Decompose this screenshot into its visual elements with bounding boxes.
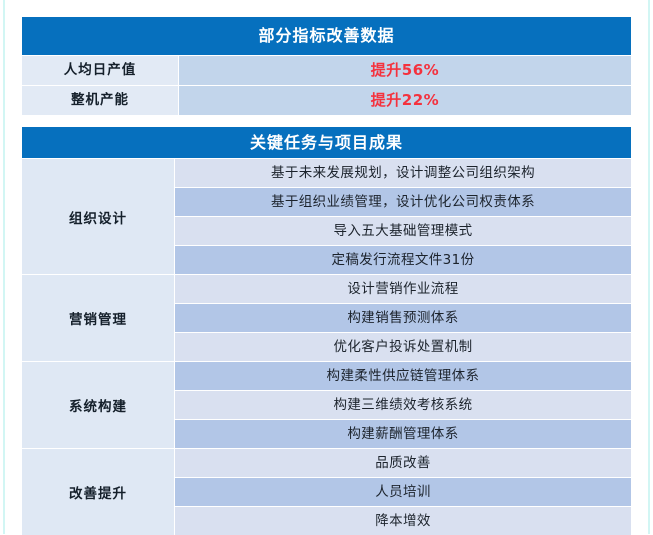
task-cell: 构建薪酬管理体系 xyxy=(175,420,631,448)
metrics-table-title: 部分指标改善数据 xyxy=(22,17,631,55)
task-cell: 构建三维绩效考核系统 xyxy=(175,391,631,419)
metrics-row-label: 整机产能 xyxy=(22,86,178,115)
task-cell: 降本增效 xyxy=(175,507,631,535)
task-group-label: 改善提升 xyxy=(22,449,174,535)
task-group: 系统构建 构建柔性供应链管理体系 构建三维绩效考核系统 构建薪酬管理体系 xyxy=(22,362,631,448)
tasks-table-title: 关键任务与项目成果 xyxy=(22,127,631,158)
task-list: 基于未来发展规划，设计调整公司组织架构 基于组织业绩管理，设计优化公司权责体系 导入… xyxy=(175,159,631,274)
task-cell: 构建销售预测体系 xyxy=(175,304,631,332)
metrics-row-value: 提升56% xyxy=(179,56,631,85)
page-rule-left xyxy=(3,0,5,534)
metrics-row: 人均日产值 提升56% xyxy=(22,56,631,85)
task-cell: 优化客户投诉处置机制 xyxy=(175,333,631,361)
task-group: 改善提升 品质改善 人员培训 降本增效 xyxy=(22,449,631,535)
task-cell: 人员培训 xyxy=(175,478,631,506)
task-list: 设计营销作业流程 构建销售预测体系 优化客户投诉处置机制 xyxy=(175,275,631,361)
task-cell: 定稿发行流程文件31份 xyxy=(175,246,631,274)
page-rule-right xyxy=(648,0,650,534)
metrics-row-value: 提升22% xyxy=(179,86,631,115)
metrics-row: 整机产能 提升22% xyxy=(22,86,631,115)
metrics-row-label: 人均日产值 xyxy=(22,56,178,85)
slide-content: 部分指标改善数据 人均日产值 提升56% 整机产能 提升22% 关键任务与项目成果 组… xyxy=(22,0,631,535)
task-cell: 基于组织业绩管理，设计优化公司权责体系 xyxy=(175,188,631,216)
task-group-label: 营销管理 xyxy=(22,275,174,361)
tasks-table: 关键任务与项目成果 组织设计 基于未来发展规划，设计调整公司组织架构 基于组织业绩管… xyxy=(22,127,631,535)
task-group: 营销管理 设计营销作业流程 构建销售预测体系 优化客户投诉处置机制 xyxy=(22,275,631,361)
task-cell: 设计营销作业流程 xyxy=(175,275,631,303)
task-group-label: 组织设计 xyxy=(22,159,174,274)
task-cell: 导入五大基础管理模式 xyxy=(175,217,631,245)
task-list: 构建柔性供应链管理体系 构建三维绩效考核系统 构建薪酬管理体系 xyxy=(175,362,631,448)
metrics-table-body: 人均日产值 提升56% 整机产能 提升22% xyxy=(22,56,631,115)
task-list: 品质改善 人员培训 降本增效 xyxy=(175,449,631,535)
tasks-table-body: 组织设计 基于未来发展规划，设计调整公司组织架构 基于组织业绩管理，设计优化公司权责… xyxy=(22,159,631,535)
task-cell: 基于未来发展规划，设计调整公司组织架构 xyxy=(175,159,631,187)
task-cell: 品质改善 xyxy=(175,449,631,477)
task-group-label: 系统构建 xyxy=(22,362,174,448)
task-cell: 构建柔性供应链管理体系 xyxy=(175,362,631,390)
task-group: 组织设计 基于未来发展规划，设计调整公司组织架构 基于组织业绩管理，设计优化公司权责… xyxy=(22,159,631,274)
metrics-table: 部分指标改善数据 人均日产值 提升56% 整机产能 提升22% xyxy=(22,17,631,115)
